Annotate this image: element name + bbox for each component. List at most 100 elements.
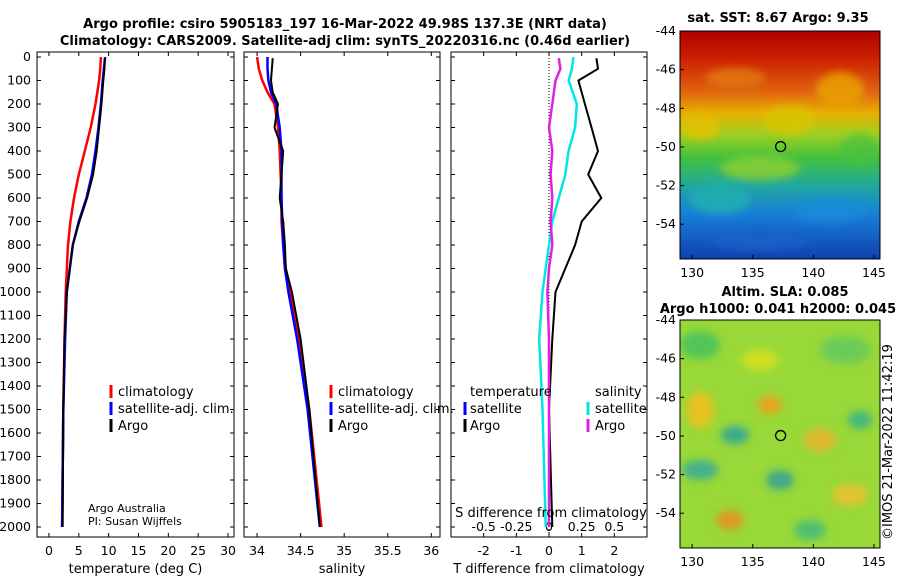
map-y-tick-label: -52	[656, 467, 676, 482]
legend-label-argo: Argo	[338, 419, 368, 434]
map-x-tick-label: 130	[680, 554, 704, 569]
y-tick-label: 500	[7, 167, 31, 182]
y-tick-label: 1800	[0, 472, 31, 487]
y-tick-label: 1100	[0, 308, 31, 323]
s-difference-title: S difference from climatology	[455, 506, 647, 521]
y-tick-label: 100	[7, 73, 31, 88]
y-tick-label: 1000	[0, 284, 31, 299]
x-axis-label: salinity	[319, 562, 366, 577]
series-argo	[61, 58, 106, 528]
temperature-legend: climatology satellite-adj. clim. Argo	[109, 385, 234, 434]
y-tick-label: 1700	[0, 449, 31, 464]
legend-label-sat-t: satellite	[470, 402, 522, 417]
map-y-tick-label: -44	[656, 312, 676, 327]
map-y-tick-label: -44	[656, 23, 676, 38]
map-x-tick-label: 145	[862, 265, 886, 280]
legend-label-climatology: climatology	[338, 385, 414, 400]
y-tick-label: 200	[7, 96, 31, 111]
sla-map	[680, 320, 880, 548]
temperature-plot: 0 5 10 15 20 25 30 temperature (deg C) 0 100 200 30…	[0, 49, 236, 577]
annotation-argo-australia: Argo Australia	[88, 502, 166, 515]
sst-map	[680, 31, 880, 259]
legend-label-argo-t: Argo	[470, 419, 500, 434]
x-tick-label: 0	[45, 543, 53, 558]
map-y-tick-label: -48	[656, 100, 676, 115]
figure-title-line2: Climatology: CARS2009. Satellite-adj cli…	[60, 34, 630, 49]
legend-label-sat-s: satellite	[595, 402, 647, 417]
sst-float-marker	[774, 140, 787, 153]
map-y-tick-label: -48	[656, 389, 676, 404]
legend-label-argo: Argo	[118, 419, 148, 434]
figure-title-line1: Argo profile: csiro 5905183_197 16-Mar-2…	[83, 17, 607, 32]
sst-axes	[679, 30, 881, 260]
y-tick-label: 1900	[0, 496, 31, 511]
salinity-axes	[243, 51, 441, 538]
map-y-tick-label: -46	[656, 62, 676, 77]
salinity-plot: 34 34.5 35 35.5 36 salinity	[244, 52, 440, 577]
legend-label-satellite: satellite-adj. clim.	[118, 402, 234, 417]
x-tick-label: 35	[336, 543, 352, 558]
map-y-tick-label: -54	[656, 505, 676, 520]
series-argo-t-diff	[548, 58, 603, 528]
x-tick-label: 10	[101, 543, 117, 558]
difference-legend: temperature satellite Argo salinity sate…	[463, 385, 647, 434]
x-tick-label: -1	[510, 543, 522, 558]
x-tick-label: 15	[131, 543, 147, 558]
s-tick-label: -0.5	[471, 519, 495, 534]
y-tick-label: 1400	[0, 378, 31, 393]
x-tick-label: 5	[75, 543, 83, 558]
x-tick-label: 34.5	[287, 543, 315, 558]
y-tick-label: 1600	[0, 425, 31, 440]
legend-label-argo-s: Argo	[595, 419, 625, 434]
x-tick-label: 2	[610, 543, 618, 558]
difference-plot: -2 -1 0 1 2 T difference from climatology -0.5…	[451, 52, 647, 577]
legend-label-satellite: satellite-adj. clim.	[338, 402, 454, 417]
x-axis-label: T difference from climatology	[452, 562, 645, 577]
s-tick-label: 0.25	[568, 519, 596, 534]
legend-title-temperature: temperature	[470, 385, 552, 400]
annotation-pi-name: PI: Susan Wijffels	[88, 515, 182, 528]
salinity-legend: climatology satellite-adj. clim. Argo	[329, 385, 454, 434]
y-tick-label: 700	[7, 214, 31, 229]
x-tick-label: -2	[477, 543, 489, 558]
x-tick-label: 0	[545, 543, 553, 558]
x-tick-label: 1	[578, 543, 586, 558]
sst-title: sat. SST: 8.67 Argo: 9.35	[687, 11, 868, 26]
x-tick-label: 20	[160, 543, 176, 558]
map-y-tick-label: -54	[656, 216, 676, 231]
series-argo	[270, 58, 321, 528]
y-tick-label: 900	[7, 261, 31, 276]
legend-label-climatology: climatology	[118, 385, 194, 400]
sla-ticks: 130 135 140 145 -44 -46 -48 -50 -52 -54	[656, 312, 886, 569]
series-argo-s-diff	[546, 58, 562, 527]
map-y-tick-label: -50	[656, 139, 676, 154]
sla-title-line1: Altim. SLA: 0.085	[722, 285, 849, 300]
map-y-tick-label: -50	[656, 428, 676, 443]
y-tick-label: 0	[23, 49, 31, 64]
sst-ticks: 130 135 140 145 -44 -46 -48 -50 -52 -54	[656, 23, 886, 280]
y-tick-label: 300	[7, 120, 31, 135]
y-tick-label: 2000	[0, 519, 31, 534]
x-tick-label: 30	[220, 543, 236, 558]
sla-float-marker	[774, 429, 787, 442]
map-x-tick-label: 130	[680, 265, 704, 280]
s-tick-label: -0.25	[500, 519, 532, 534]
y-tick-label: 800	[7, 237, 31, 252]
y-tick-label: 400	[7, 143, 31, 158]
x-axis-label: temperature (deg C)	[69, 562, 203, 577]
map-x-tick-label: 135	[741, 265, 765, 280]
y-tick-label: 600	[7, 190, 31, 205]
sla-title-line2: Argo h1000: 0.041 h2000: 0.045	[660, 302, 896, 317]
x-tick-label: 25	[190, 543, 206, 558]
y-tick-label: 1200	[0, 331, 31, 346]
sla-axes	[679, 319, 881, 549]
map-x-tick-label: 140	[801, 554, 825, 569]
y-tick-label: 1500	[0, 402, 31, 417]
y-tick-label: 1300	[0, 355, 31, 370]
map-y-tick-label: -52	[656, 178, 676, 193]
x-tick-label: 35.5	[374, 543, 402, 558]
legend-title-salinity: salinity	[595, 385, 642, 400]
x-tick-label: 34	[249, 543, 265, 558]
s-tick-label: 0.5	[604, 519, 624, 534]
